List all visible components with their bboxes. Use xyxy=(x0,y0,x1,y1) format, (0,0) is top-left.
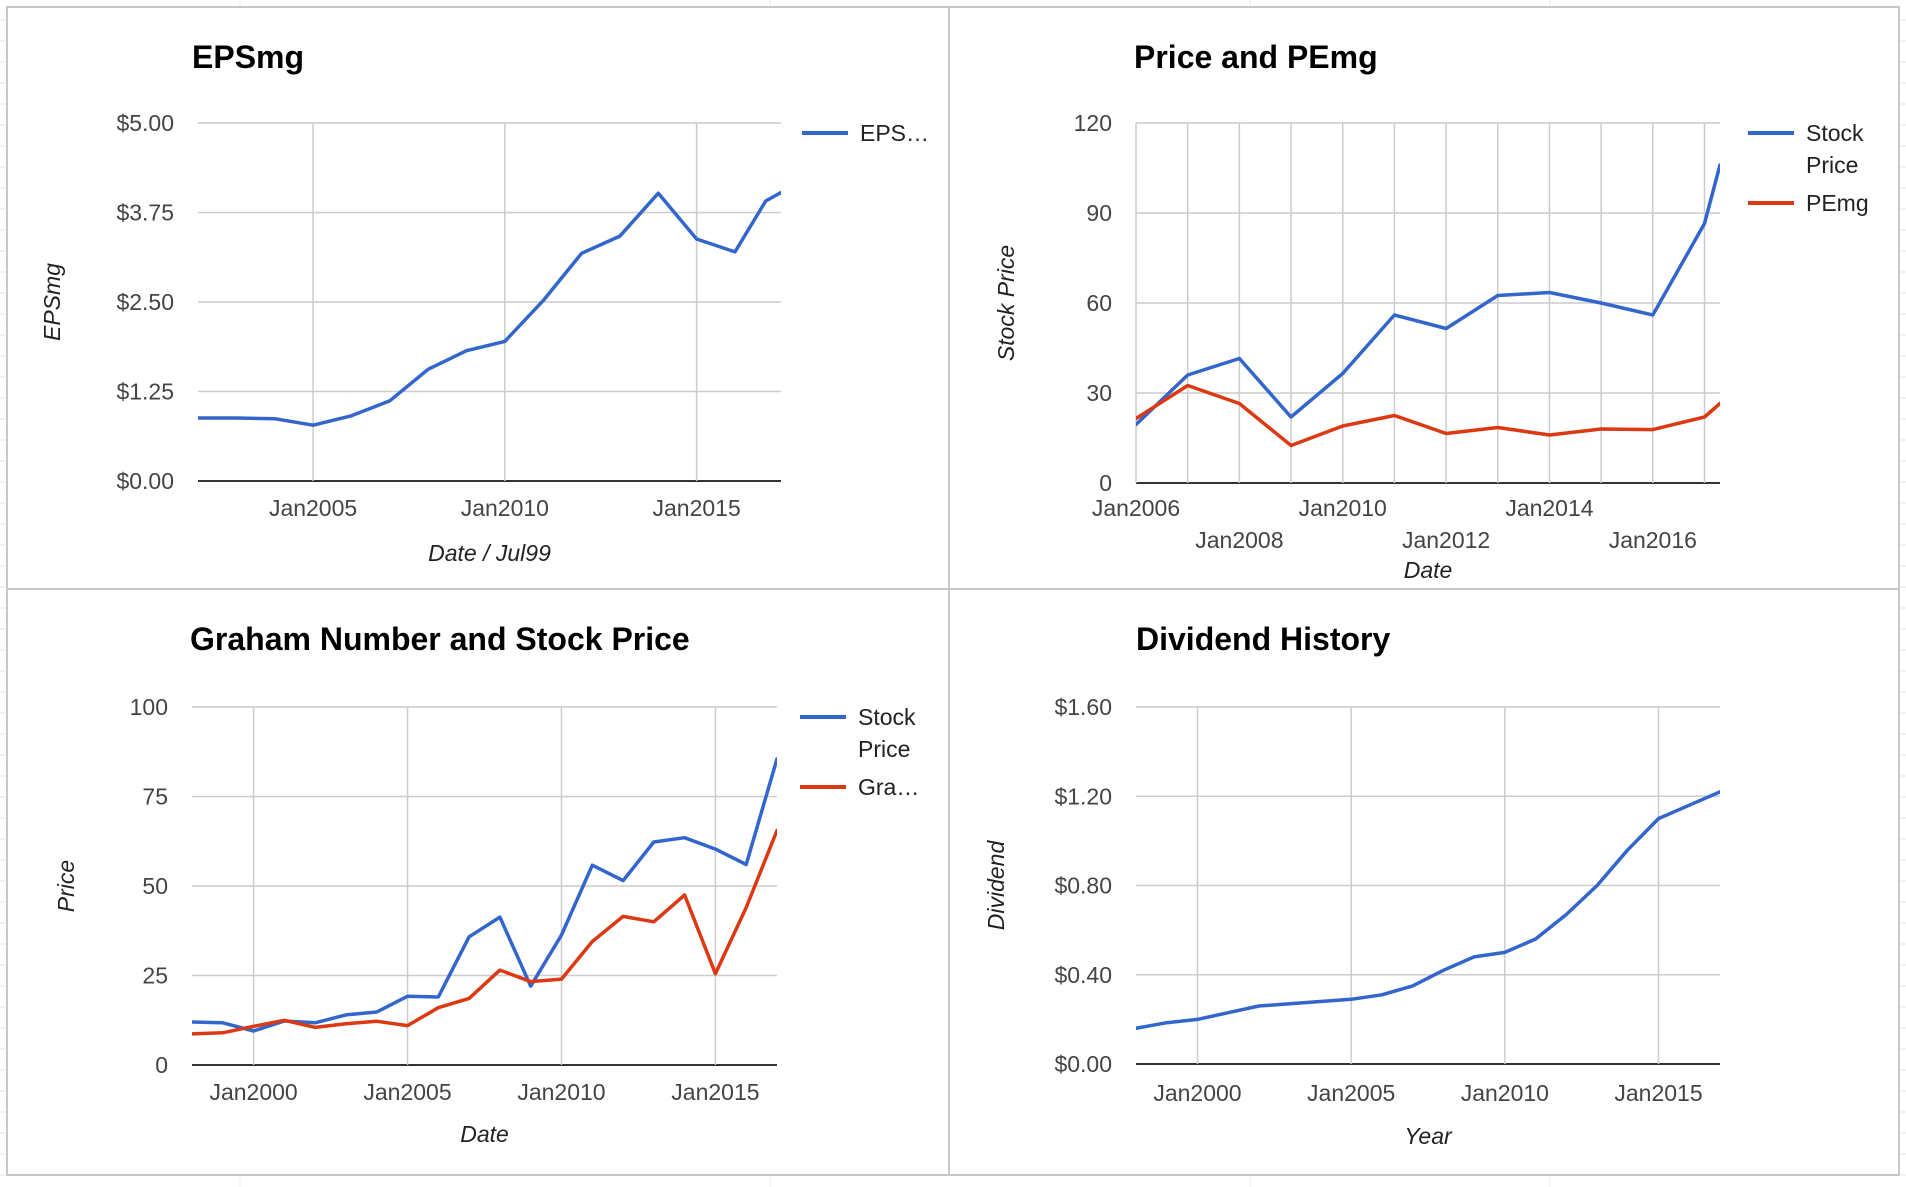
y-tick-label: 0 xyxy=(155,1052,168,1078)
x-tick-label: Jan2008 xyxy=(1195,527,1283,553)
y-axis-title: Dividend xyxy=(983,840,1009,931)
series-line-pemg[interactable] xyxy=(1136,383,1720,448)
graham-svg: Graham Number and Stock Price 0 25 50 75 100 J… xyxy=(53,621,919,1147)
x-tick-label: Jan2012 xyxy=(1402,527,1490,553)
y-tick-label: $0.00 xyxy=(116,468,174,494)
dividend-svg: Dividend History $0.00 $0.40 $0.80 $1.20 $1.6… xyxy=(983,621,1720,1149)
x-tick-label: Jan2010 xyxy=(1299,495,1387,521)
y-tick-label: 90 xyxy=(1086,200,1112,226)
chart-title: Graham Number and Stock Price xyxy=(190,621,690,657)
y-tick-label: 25 xyxy=(142,963,168,989)
legend-label[interactable]: Stock Price xyxy=(1806,120,1864,178)
legend-label[interactable]: PEmg xyxy=(1806,190,1869,216)
eps-svg: EPSmg $0.00 $1.25 $2.50 $3.75 $5.00 Jan2005 Jan… xyxy=(39,39,929,566)
series-line-gra[interactable] xyxy=(192,828,777,1036)
series-line-dividend[interactable] xyxy=(1136,790,1720,1031)
x-axis-title: Date xyxy=(1404,557,1453,583)
x-tick-label: Jan2015 xyxy=(652,495,740,521)
chart-title: Price and PEmg xyxy=(1134,39,1378,75)
legend-label[interactable]: EPS… xyxy=(860,120,929,146)
y-tick-label: 100 xyxy=(130,694,168,720)
y-tick-label: $0.80 xyxy=(1054,873,1112,899)
y-axis-title: Stock Price xyxy=(993,245,1019,361)
y-tick-label: 0 xyxy=(1099,470,1112,496)
x-axis-title: Date xyxy=(460,1121,509,1147)
y-tick-label: 50 xyxy=(142,873,168,899)
x-tick-label: Jan2005 xyxy=(1307,1080,1395,1106)
y-tick-label: 75 xyxy=(142,784,168,810)
x-tick-label: Jan2010 xyxy=(1461,1080,1549,1106)
x-tick-label: Jan2000 xyxy=(1153,1080,1241,1106)
y-tick-label: 120 xyxy=(1074,110,1112,136)
chart-title: EPSmg xyxy=(192,39,304,75)
x-tick-label: Jan2005 xyxy=(363,1079,451,1105)
x-tick-label: Jan2016 xyxy=(1609,527,1697,553)
x-tick-label: Jan2015 xyxy=(1614,1080,1702,1106)
x-tick-label: Jan2005 xyxy=(269,495,357,521)
y-tick-label: $1.25 xyxy=(116,379,174,405)
y-tick-label: $1.60 xyxy=(1054,694,1112,720)
x-tick-label: Jan2006 xyxy=(1092,495,1180,521)
series-line-stock-price[interactable] xyxy=(1136,163,1720,427)
y-tick-label: $5.00 xyxy=(116,110,174,136)
y-tick-label: 60 xyxy=(1086,290,1112,316)
y-tick-label: $1.20 xyxy=(1054,783,1112,809)
price_pe-svg: Price and PEmg 0 30 60 90 120 Jan2006 Jan2008 Ja… xyxy=(993,39,1869,583)
y-tick-label: $0.40 xyxy=(1054,962,1112,988)
x-tick-label: Jan2000 xyxy=(209,1079,297,1105)
x-axis-title: Year xyxy=(1404,1123,1453,1149)
legend-label[interactable]: Stock Price xyxy=(858,704,916,762)
x-tick-label: Jan2014 xyxy=(1505,495,1593,521)
x-tick-label: Jan2010 xyxy=(461,495,549,521)
x-tick-label: Jan2010 xyxy=(517,1079,605,1105)
series-line-eps[interactable] xyxy=(198,190,781,427)
y-tick-label: $2.50 xyxy=(116,289,174,315)
y-axis-title: EPSmg xyxy=(39,263,65,341)
y-tick-label: $3.75 xyxy=(116,200,174,226)
y-axis-title: Price xyxy=(53,860,79,912)
price-pe-chart[interactable]: Price and PEmg 0 30 60 90 120 Jan2006 Jan2008 Ja… xyxy=(948,6,1900,590)
y-tick-label: $0.00 xyxy=(1054,1051,1112,1077)
x-axis-title: Date / Jul99 xyxy=(428,540,551,566)
graham-chart[interactable]: Graham Number and Stock Price 0 25 50 75 100 J… xyxy=(6,588,950,1176)
series-line-stock-price[interactable] xyxy=(192,757,777,1033)
x-tick-label: Jan2015 xyxy=(671,1079,759,1105)
chart-title: Dividend History xyxy=(1136,621,1390,657)
eps-chart[interactable]: EPSmg $0.00 $1.25 $2.50 $3.75 $5.00 Jan2005 Jan… xyxy=(6,6,950,590)
legend-label[interactable]: Gra… xyxy=(858,774,919,800)
dividend-chart[interactable]: Dividend History $0.00 $0.40 $0.80 $1.20 $1.6… xyxy=(948,588,1900,1176)
y-tick-label: 30 xyxy=(1086,380,1112,406)
